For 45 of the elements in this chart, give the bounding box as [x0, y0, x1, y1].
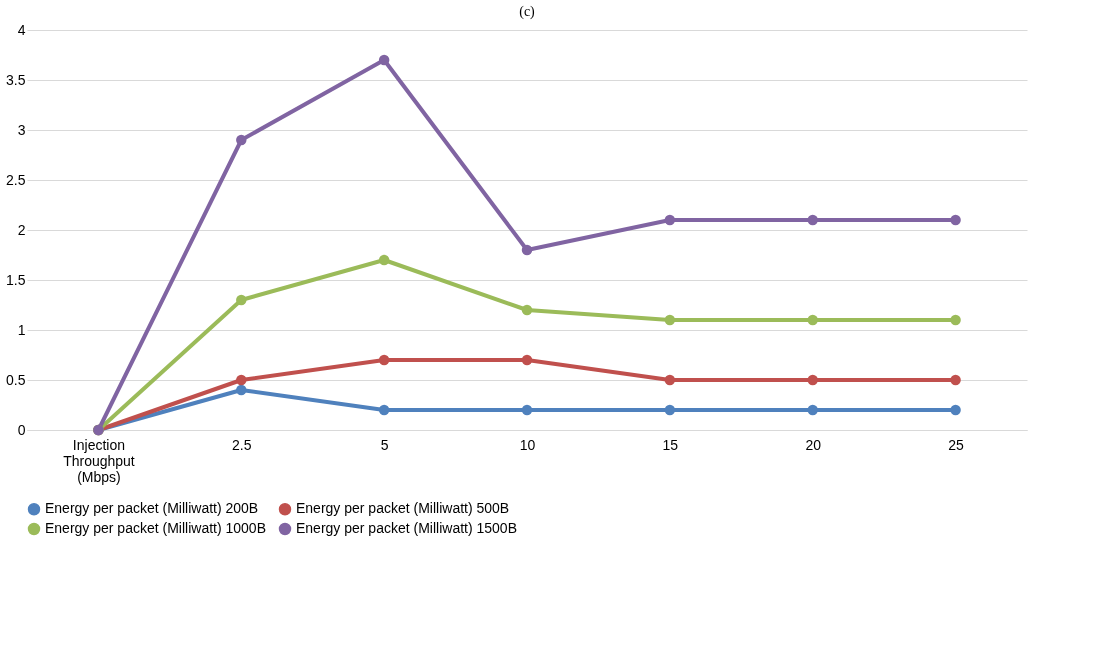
- legend-label: Energy per packet (Milliwatt) 1000B: [45, 520, 266, 536]
- point: [807, 214, 818, 226]
- y-tick-label: 1: [17, 321, 26, 338]
- point: [236, 134, 247, 146]
- point: [950, 404, 961, 416]
- legend-label: Energy per packet (Milliwatt) 200B: [45, 500, 259, 517]
- point: [521, 244, 533, 256]
- point: [378, 354, 390, 366]
- x-tick-label: 10: [519, 436, 536, 453]
- point: [664, 374, 676, 386]
- legend-label: Energy per packet (Milliwatt) 500B: [296, 500, 510, 517]
- point: [521, 304, 533, 316]
- y-tick-label: 2: [17, 221, 26, 238]
- x-tick-label: Injection Throughput (Mbps): [63, 436, 135, 485]
- y-tick-label: 3.5: [6, 71, 26, 88]
- x-tick-label: 15: [662, 436, 679, 453]
- point: [807, 374, 818, 386]
- point: [950, 314, 961, 326]
- y-tick-label: 4: [17, 21, 26, 38]
- point: [664, 404, 676, 416]
- point: [378, 54, 390, 66]
- point: [378, 254, 390, 266]
- point: [664, 314, 676, 326]
- x-tick-label: 2.5: [232, 436, 252, 453]
- point: [521, 404, 533, 416]
- y-tick-label: 1.5: [6, 271, 26, 288]
- point: [236, 384, 247, 396]
- point: [950, 214, 961, 226]
- point: [664, 214, 676, 226]
- point: [378, 404, 390, 416]
- point: [236, 294, 247, 306]
- chart-title: (c): [519, 4, 536, 20]
- point: [236, 374, 247, 386]
- y-tick-label: 3: [17, 121, 26, 138]
- y-tick-label: 0.5: [6, 371, 26, 388]
- x-tick-label: 5: [380, 436, 389, 453]
- point: [807, 314, 818, 326]
- point: [807, 404, 818, 416]
- y-tick-label: 2.5: [6, 171, 26, 188]
- y-tick-label: 0: [17, 421, 26, 438]
- x-tick-label: 20: [805, 436, 822, 453]
- point: [950, 374, 961, 386]
- x-tick-label: 25: [948, 436, 965, 453]
- legend-label: Energy per packet (Milliwatt) 1500B: [296, 520, 517, 536]
- point: [521, 354, 533, 366]
